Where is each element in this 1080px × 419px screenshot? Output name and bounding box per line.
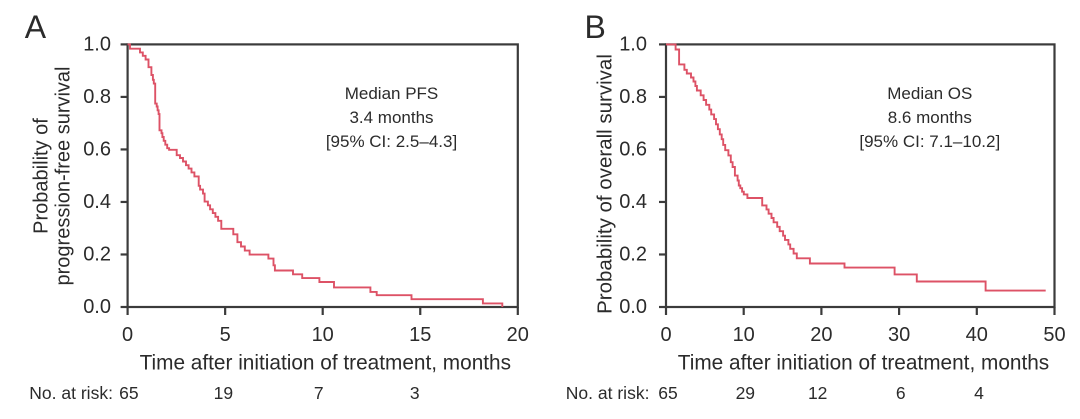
svg-text:20: 20 <box>810 324 832 346</box>
svg-text:No. at risk:: No. at risk: <box>29 383 113 403</box>
svg-text:30: 30 <box>888 324 910 346</box>
svg-text:B: B <box>585 9 606 45</box>
svg-text:50: 50 <box>1043 324 1065 346</box>
svg-text:0: 0 <box>122 324 133 346</box>
svg-text:0.4: 0.4 <box>619 191 647 213</box>
svg-text:1.0: 1.0 <box>619 34 647 56</box>
svg-text:7: 7 <box>314 383 324 403</box>
svg-text:0.6: 0.6 <box>83 139 111 161</box>
svg-text:Median PFS: Median PFS <box>345 84 439 103</box>
svg-text:5: 5 <box>220 324 231 346</box>
svg-text:3.4 months: 3.4 months <box>349 108 433 127</box>
svg-text:Time after initiation of treat: Time after initiation of treatment, mont… <box>140 352 511 375</box>
svg-text:[95% CI: 7.1–10.2]: [95% CI: 7.1–10.2] <box>859 132 1000 151</box>
svg-text:0.8: 0.8 <box>619 86 647 108</box>
svg-text:65: 65 <box>658 383 677 403</box>
svg-text:[95% CI: 2.5–4.3]: [95% CI: 2.5–4.3] <box>326 132 457 151</box>
svg-text:1.0: 1.0 <box>83 34 111 56</box>
svg-text:0.8: 0.8 <box>83 86 111 108</box>
svg-text:3: 3 <box>410 383 420 403</box>
svg-text:20: 20 <box>507 324 529 346</box>
svg-text:6: 6 <box>896 383 906 403</box>
svg-text:0.4: 0.4 <box>83 191 111 213</box>
svg-text:progression-free survival: progression-free survival <box>53 67 75 286</box>
svg-text:0.0: 0.0 <box>83 296 111 318</box>
svg-text:12: 12 <box>808 383 827 403</box>
svg-text:0.6: 0.6 <box>619 139 647 161</box>
svg-text:40: 40 <box>966 324 988 346</box>
svg-text:0: 0 <box>660 324 671 346</box>
svg-text:10: 10 <box>733 324 755 346</box>
svg-text:29: 29 <box>736 383 755 403</box>
svg-text:8.6 months: 8.6 months <box>888 108 972 127</box>
svg-text:0.2: 0.2 <box>619 244 647 266</box>
svg-text:19: 19 <box>214 383 233 403</box>
svg-text:0.2: 0.2 <box>83 244 111 266</box>
svg-text:Probability of: Probability of <box>31 118 53 234</box>
svg-text:Median OS: Median OS <box>887 84 972 103</box>
svg-text:4: 4 <box>974 383 984 403</box>
svg-text:15: 15 <box>409 324 431 346</box>
svg-text:Time after initiation of treat: Time after initiation of treatment, mont… <box>678 352 1049 375</box>
svg-text:A: A <box>25 9 47 45</box>
svg-text:Probability of overall surviva: Probability of overall survival <box>594 54 617 314</box>
svg-text:No. at risk:: No. at risk: <box>566 383 650 403</box>
svg-text:0.0: 0.0 <box>619 296 647 318</box>
svg-text:10: 10 <box>312 324 334 346</box>
svg-text:65: 65 <box>119 383 138 403</box>
